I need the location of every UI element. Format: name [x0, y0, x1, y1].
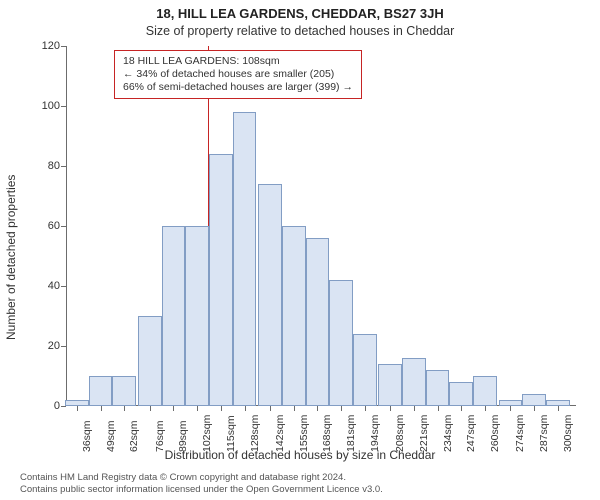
y-tick-mark	[61, 346, 66, 347]
histogram-bar	[402, 358, 426, 406]
x-tick-label: 234sqm	[442, 415, 454, 452]
y-tick-mark	[61, 286, 66, 287]
x-tick-mark	[317, 406, 318, 411]
x-tick-label: 181sqm	[345, 415, 357, 452]
x-tick-mark	[124, 406, 125, 411]
x-tick-mark	[534, 406, 535, 411]
x-tick-mark	[438, 406, 439, 411]
x-tick-label: 194sqm	[369, 415, 381, 452]
histogram-bar	[282, 226, 306, 406]
y-tick-label: 100	[26, 100, 60, 112]
x-tick-label: 221sqm	[418, 415, 430, 452]
x-tick-mark	[365, 406, 366, 411]
histogram-bar	[449, 382, 473, 406]
x-tick-mark	[558, 406, 559, 411]
x-tick-mark	[77, 406, 78, 411]
histogram-bar	[306, 238, 330, 406]
x-tick-label: 168sqm	[321, 415, 333, 452]
histogram-bar	[353, 334, 377, 406]
x-tick-mark	[461, 406, 462, 411]
x-tick-mark	[245, 406, 246, 411]
x-tick-mark	[173, 406, 174, 411]
histogram-bar	[162, 226, 186, 406]
x-tick-mark	[101, 406, 102, 411]
x-tick-mark	[390, 406, 391, 411]
y-tick-label: 120	[26, 40, 60, 52]
x-tick-mark	[150, 406, 151, 411]
histogram-bar	[258, 184, 282, 406]
x-tick-label: 102sqm	[201, 415, 213, 452]
x-tick-label: 300sqm	[562, 415, 574, 452]
x-tick-label: 260sqm	[489, 415, 501, 452]
x-tick-label: 155sqm	[298, 415, 310, 452]
y-tick-label: 0	[26, 400, 60, 412]
y-tick-mark	[61, 106, 66, 107]
y-tick-label: 80	[26, 160, 60, 172]
histogram-bar	[233, 112, 257, 406]
annotation-line-1: 18 HILL LEA GARDENS: 108sqm	[123, 55, 353, 68]
histogram-bar	[522, 394, 546, 406]
footer-line-1: Contains HM Land Registry data © Crown c…	[20, 472, 383, 484]
x-tick-mark	[485, 406, 486, 411]
histogram-bar	[329, 280, 353, 406]
plot-area: 18 HILL LEA GARDENS: 108sqm ← 34% of det…	[66, 46, 576, 406]
histogram-bar	[112, 376, 136, 406]
histogram-bar	[378, 364, 402, 406]
x-tick-label: 208sqm	[394, 415, 406, 452]
y-tick-mark	[61, 226, 66, 227]
histogram-bar	[473, 376, 497, 406]
x-tick-label: 128sqm	[249, 415, 261, 452]
x-tick-mark	[341, 406, 342, 411]
histogram-bar	[138, 316, 162, 406]
footer-attribution: Contains HM Land Registry data © Crown c…	[20, 472, 383, 496]
chart-title-main: 18, HILL LEA GARDENS, CHEDDAR, BS27 3JH	[0, 6, 600, 21]
x-tick-mark	[510, 406, 511, 411]
annotation-line-2: ← 34% of detached houses are smaller (20…	[123, 68, 353, 81]
x-tick-label: 115sqm	[225, 415, 237, 452]
y-axis-label: Number of detached properties	[4, 75, 18, 240]
y-tick-mark	[61, 166, 66, 167]
x-tick-label: 274sqm	[514, 415, 526, 452]
y-tick-mark	[61, 406, 66, 407]
annotation-line-3: 66% of semi-detached houses are larger (…	[123, 81, 353, 94]
x-tick-label: 142sqm	[274, 415, 286, 452]
x-axis-label: Distribution of detached houses by size …	[0, 448, 600, 462]
x-tick-mark	[270, 406, 271, 411]
x-tick-mark	[414, 406, 415, 411]
x-tick-mark	[197, 406, 198, 411]
y-tick-label: 60	[26, 220, 60, 232]
y-tick-mark	[61, 46, 66, 47]
x-tick-label: 287sqm	[538, 415, 550, 452]
histogram-bar	[426, 370, 450, 406]
chart-title-sub: Size of property relative to detached ho…	[0, 24, 600, 38]
histogram-bar	[185, 226, 209, 406]
annotation-box: 18 HILL LEA GARDENS: 108sqm ← 34% of det…	[114, 50, 362, 99]
histogram-bar	[209, 154, 233, 406]
histogram-bar	[89, 376, 113, 406]
x-tick-mark	[294, 406, 295, 411]
x-tick-label: 247sqm	[465, 415, 477, 452]
y-tick-label: 40	[26, 280, 60, 292]
y-tick-label: 20	[26, 340, 60, 352]
footer-line-2: Contains public sector information licen…	[20, 484, 383, 496]
chart-container: 18, HILL LEA GARDENS, CHEDDAR, BS27 3JH …	[0, 0, 600, 500]
x-tick-mark	[221, 406, 222, 411]
